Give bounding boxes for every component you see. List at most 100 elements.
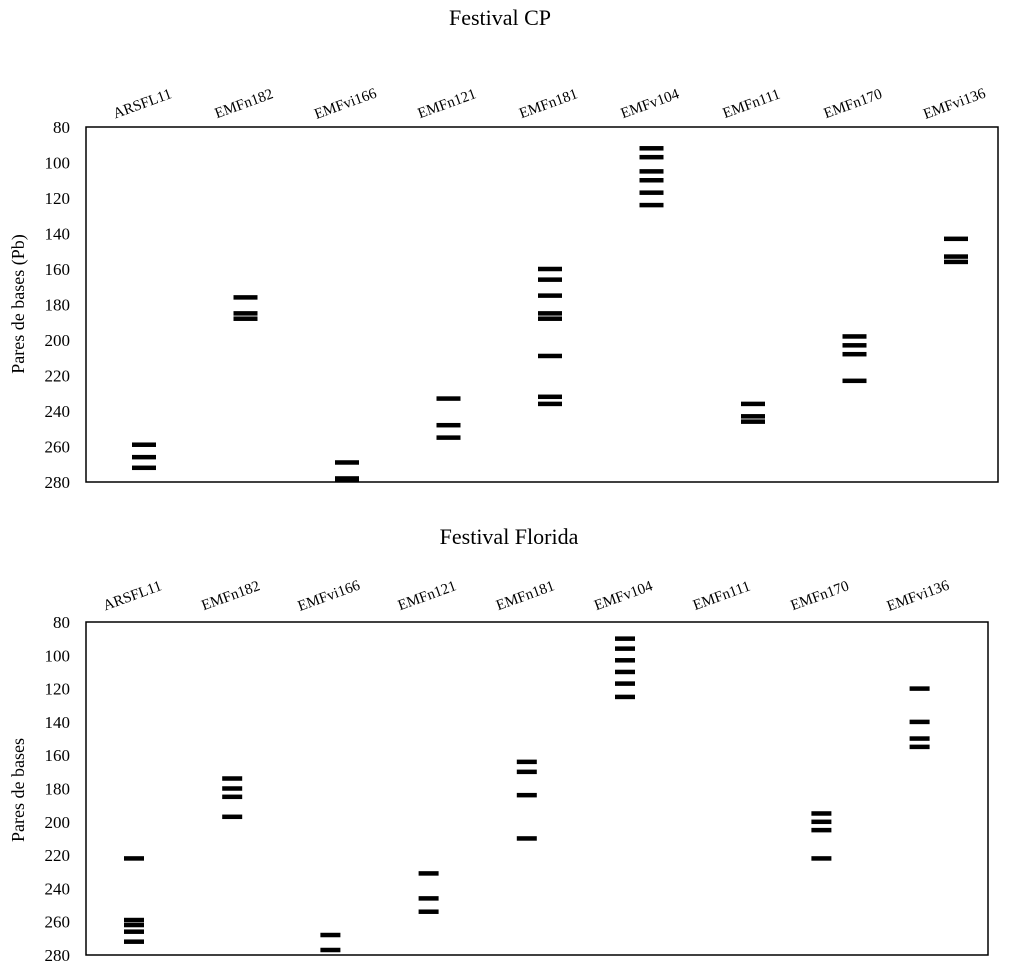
band-marker [909, 686, 930, 691]
band-marker [842, 334, 867, 339]
category-label: EMFn111 [691, 579, 753, 614]
band-marker [233, 295, 258, 300]
y-tick-label: 180 [45, 780, 71, 799]
band-marker [639, 190, 664, 195]
category-label: ARSFL11 [111, 86, 174, 122]
band-marker [741, 419, 765, 424]
y-tick-label: 240 [45, 402, 71, 421]
band-marker [132, 454, 156, 460]
y-tick-label: 240 [45, 879, 71, 898]
category-label: EMFvi136 [885, 577, 952, 614]
band-marker [538, 353, 562, 359]
band-marker [436, 422, 461, 428]
band-marker [516, 836, 537, 841]
y-tick-label: 100 [45, 154, 71, 173]
band-marker [639, 146, 664, 151]
category-label: EMFv104 [592, 578, 655, 614]
category-label: EMFvi166 [312, 85, 379, 122]
band-marker [335, 477, 359, 482]
band-marker [909, 744, 930, 750]
band-marker [538, 311, 562, 316]
band-marker [538, 316, 562, 321]
band-marker [639, 178, 664, 183]
y-axis-label: Pares de bases (Pb) [8, 234, 29, 373]
band-marker [538, 277, 562, 282]
category-label: EMFv104 [619, 86, 682, 122]
band-marker [124, 856, 144, 861]
band-marker [944, 236, 968, 242]
category-label: EMFn170 [789, 578, 852, 614]
band-marker [233, 316, 258, 321]
band-marker [516, 792, 537, 798]
band-marker [335, 460, 359, 465]
band-marker [639, 169, 664, 174]
band-marker [222, 776, 243, 781]
category-label: EMFn111 [721, 87, 783, 122]
y-tick-label: 180 [45, 296, 71, 315]
band-marker [418, 909, 439, 914]
band-marker [418, 871, 439, 876]
band-marker [639, 154, 664, 160]
category-label: EMFvi166 [296, 577, 363, 614]
band-marker [741, 414, 765, 419]
band-marker [538, 394, 562, 400]
band-marker [436, 396, 461, 401]
category-label: EMFn121 [416, 86, 479, 122]
y-tick-label: 200 [45, 331, 71, 350]
category-label: ARSFL11 [101, 578, 164, 614]
band-marker [233, 311, 258, 316]
band-marker [516, 769, 537, 775]
y-tick-label: 200 [45, 813, 71, 832]
band-marker [944, 254, 968, 259]
category-label: EMFn182 [213, 86, 276, 122]
band-marker [944, 259, 968, 265]
chart-title: Festival CP [449, 5, 551, 30]
band-marker [811, 827, 832, 833]
band-marker [615, 681, 635, 686]
category-label: EMFn170 [822, 86, 885, 122]
category-labels: ARSFL11 EMFn182 EMFvi166 EMFn121 EMFn181 EMFv… [111, 85, 988, 122]
band-marker [124, 922, 144, 928]
band-marker [436, 435, 461, 440]
y-tick-label: 140 [45, 225, 71, 244]
y-tick-label: 80 [53, 118, 70, 137]
chart-festival-cp: Festival CP Pares de bases (Pb) 80 100 120… [8, 5, 999, 492]
band-marker [615, 694, 635, 700]
plot-area [85, 126, 999, 483]
band-marker [132, 465, 156, 471]
band-marker [320, 932, 341, 938]
band-marker [222, 786, 243, 791]
bands [124, 636, 930, 953]
band-marker [320, 947, 341, 953]
category-labels: ARSFL11 EMFn182 EMFvi166 EMFn121 EMFn181 EMFv… [101, 577, 952, 614]
y-tick-label: 220 [45, 367, 71, 386]
category-label: EMFn181 [517, 86, 580, 122]
y-tick-label: 80 [53, 613, 70, 632]
chart-festival-florida: Festival Florida Pares de bases 80 100 120… [8, 524, 989, 965]
band-marker [909, 736, 930, 741]
band-marker [516, 759, 537, 765]
band-marker [124, 939, 144, 944]
y-tick-labels: 80 100 120 140 160 180 200 220 240 260 280 [45, 118, 71, 492]
band-marker [909, 719, 930, 725]
band-marker [615, 646, 635, 651]
y-tick-label: 100 [45, 646, 71, 665]
band-marker [741, 401, 765, 407]
band-marker [222, 814, 243, 820]
band-marker [132, 442, 156, 447]
bands [132, 146, 968, 482]
band-marker [615, 669, 635, 675]
category-label: EMFvi136 [921, 85, 988, 122]
band-marker [842, 378, 867, 384]
plot-area [85, 621, 989, 956]
category-label: EMFn121 [396, 578, 459, 614]
band-marker [124, 929, 144, 934]
band-marker [615, 636, 635, 641]
band-marker [538, 266, 562, 272]
y-tick-label: 280 [45, 946, 71, 965]
y-axis-label: Pares de bases [8, 738, 28, 842]
band-marker [418, 896, 439, 901]
category-label: EMFn182 [200, 578, 263, 614]
band-marker [538, 401, 562, 407]
